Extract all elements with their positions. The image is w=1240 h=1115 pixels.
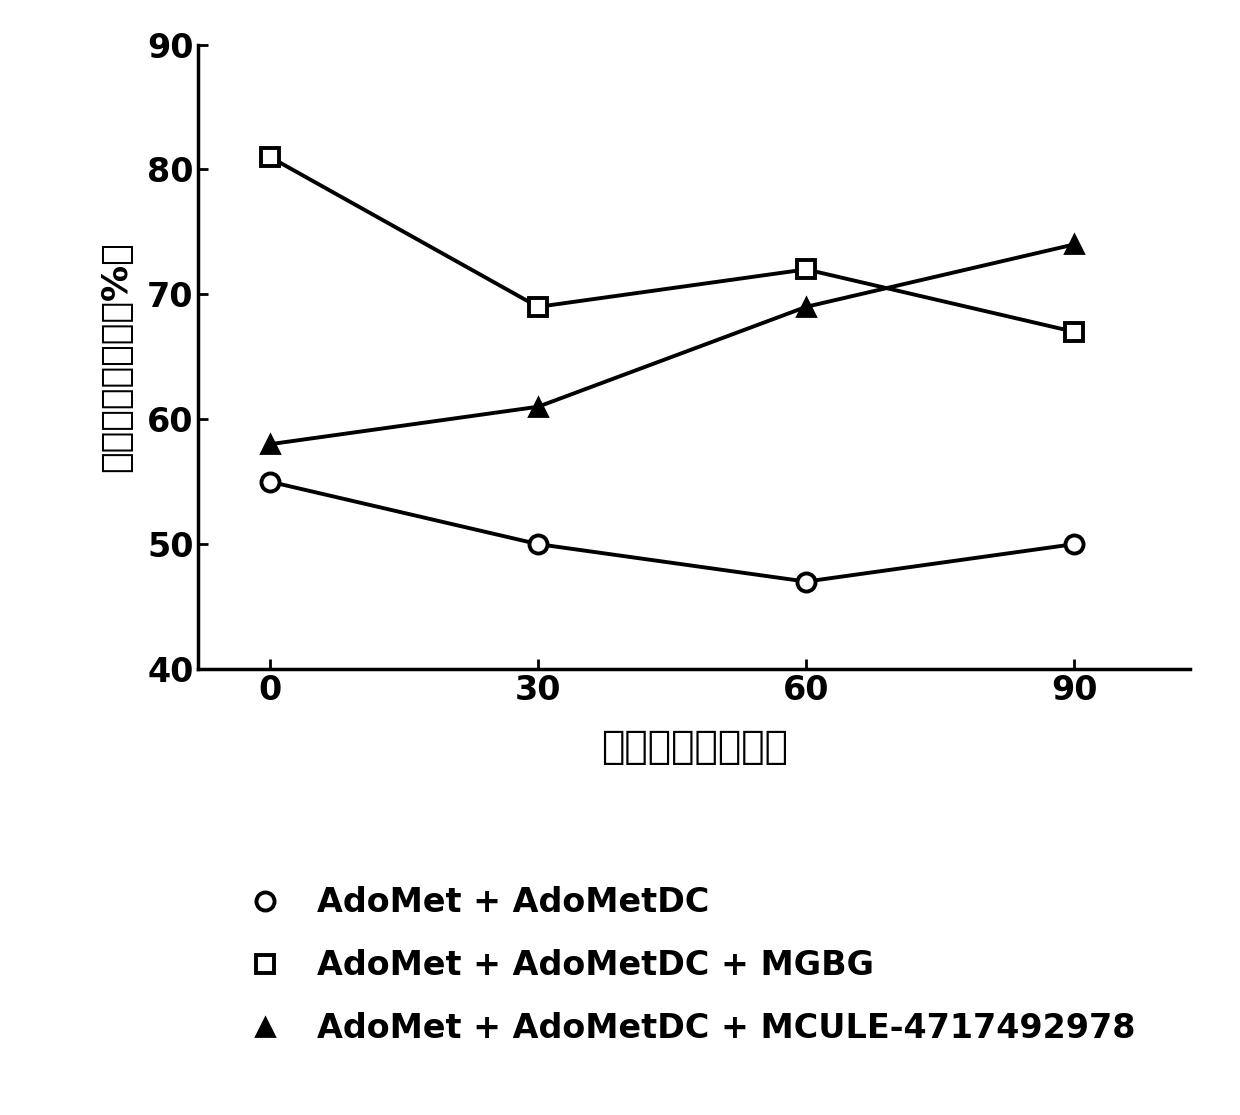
Legend: AdoMet + AdoMetDC, AdoMet + AdoMetDC + MGBG, AdoMet + AdoMetDC + MCULE-471749297: AdoMet + AdoMetDC, AdoMet + AdoMetDC + M…	[241, 873, 1148, 1058]
Y-axis label: 底物残余百分比（%）: 底物残余百分比（%）	[99, 242, 133, 472]
X-axis label: 孵育时间（分钟）: 孵育时间（分钟）	[601, 728, 787, 766]
